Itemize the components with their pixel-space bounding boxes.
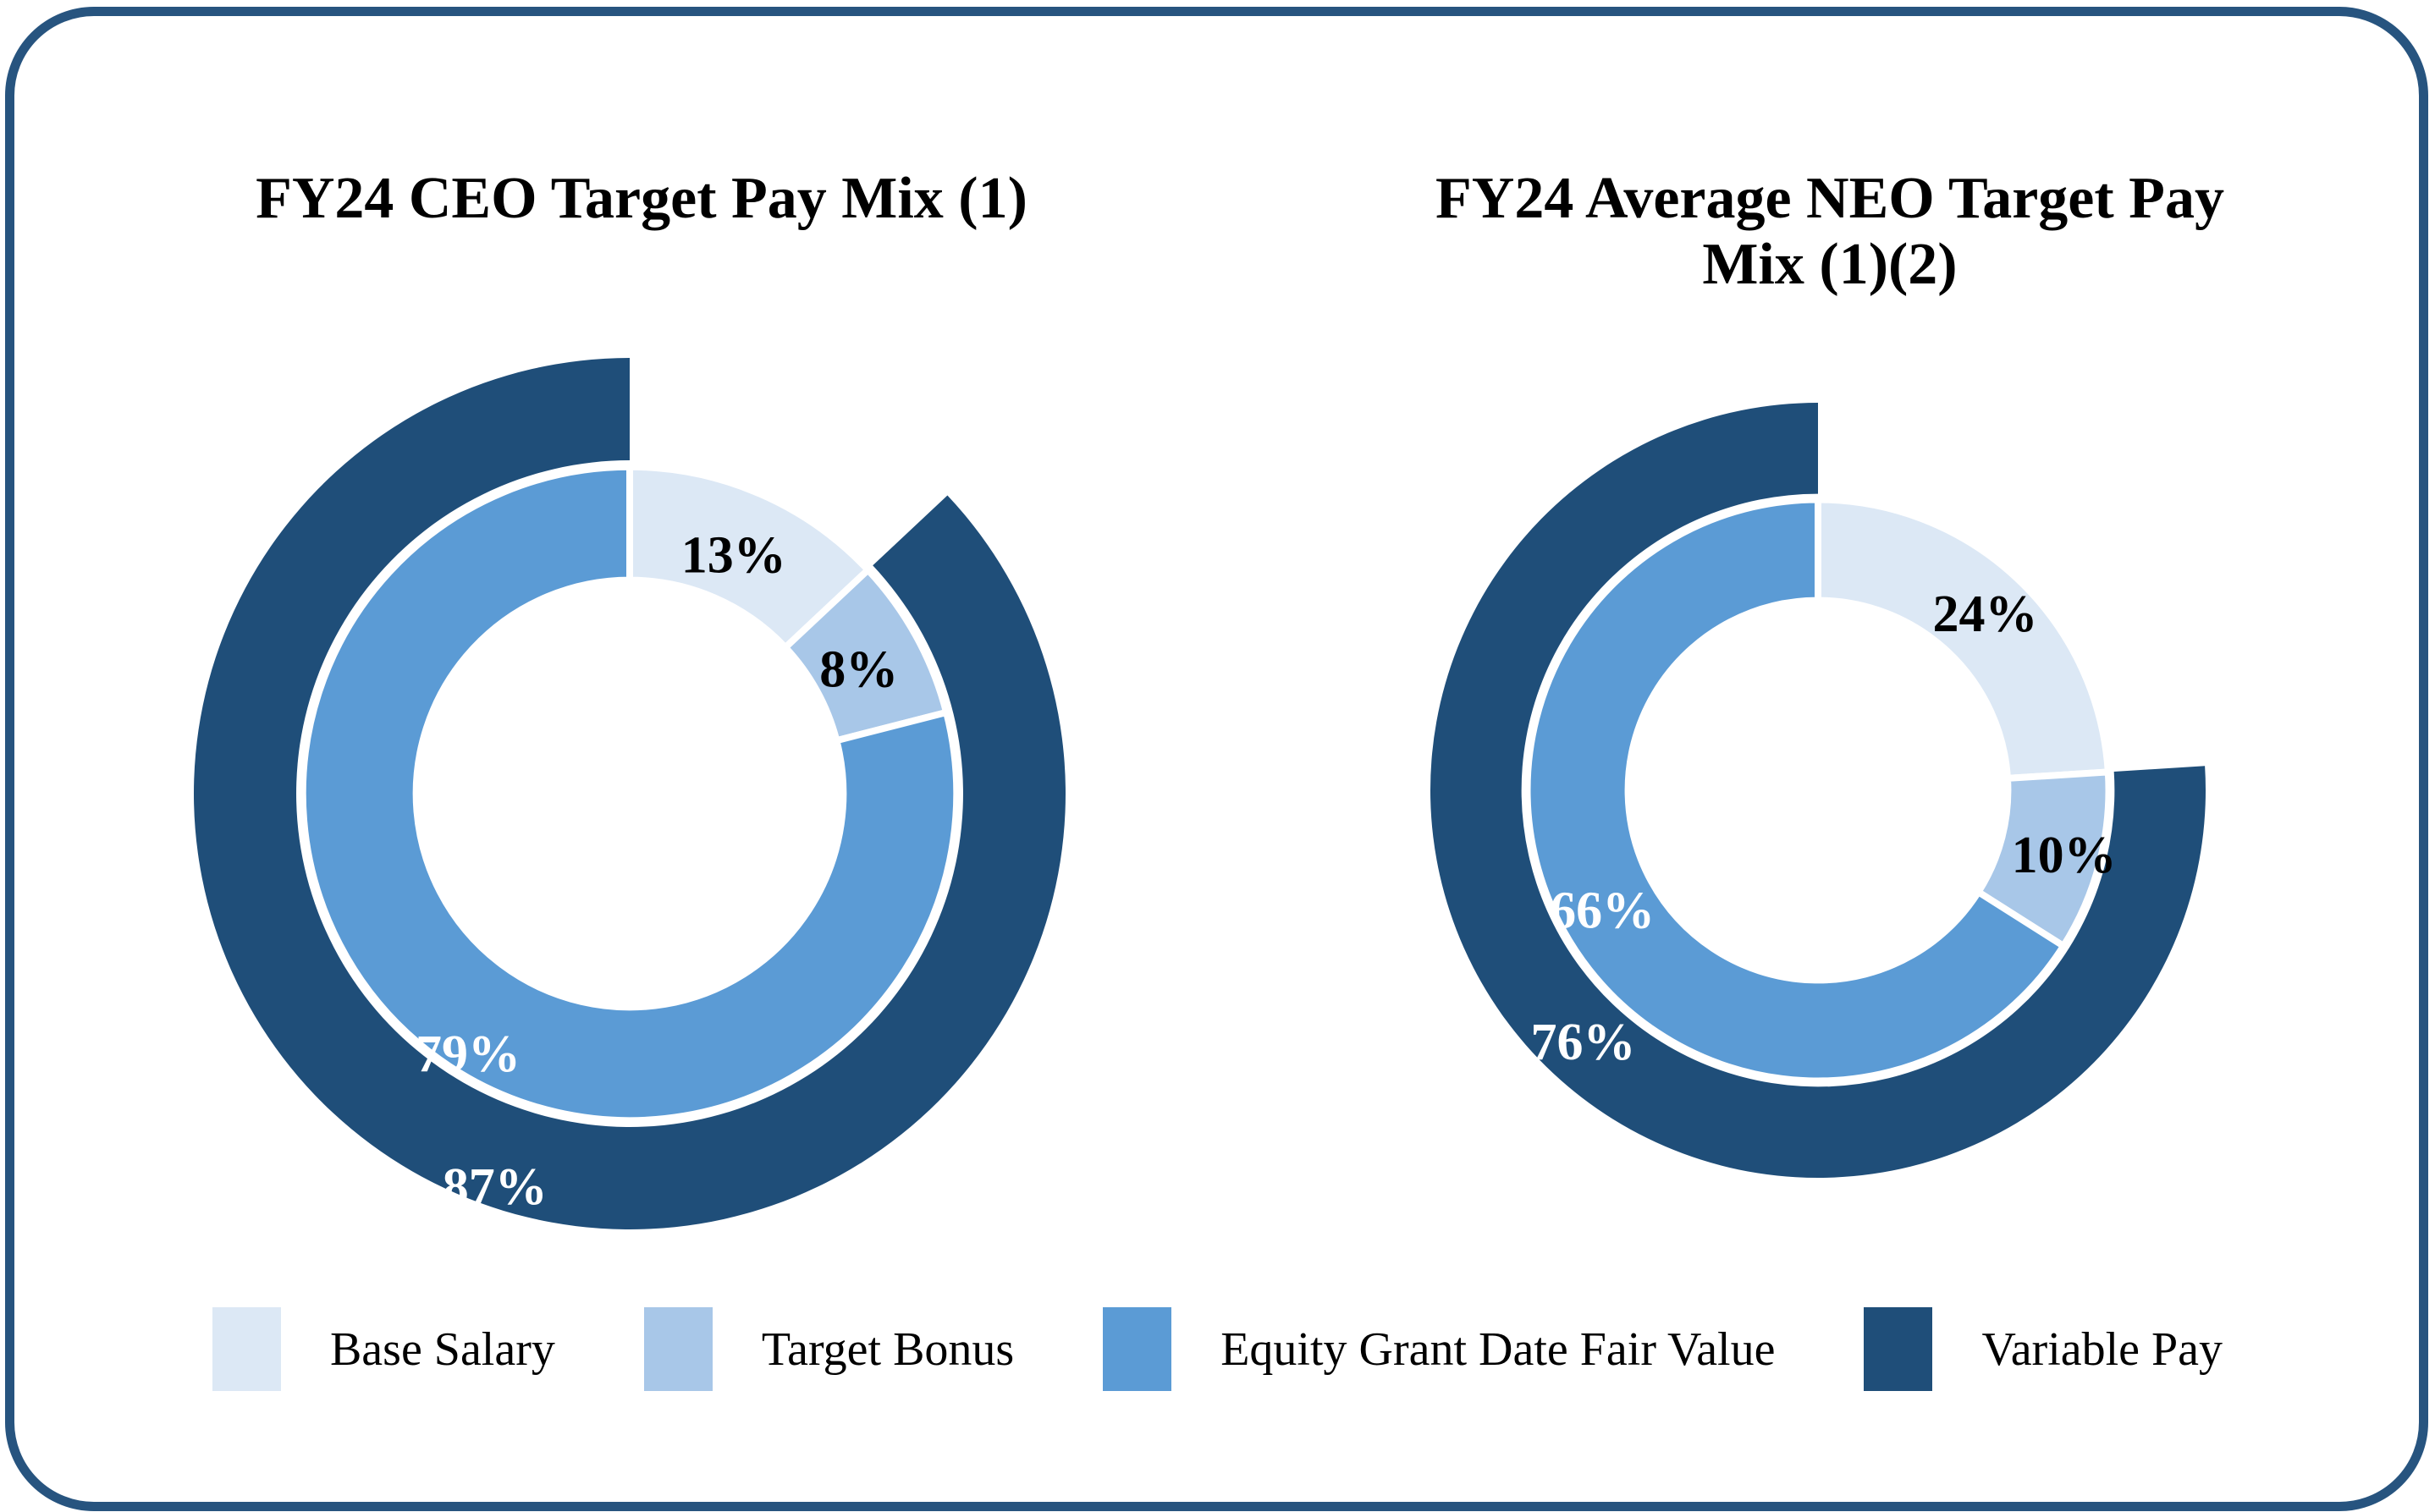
legend: Base Salary Target Bonus Equity Grant Date… [0, 1307, 2435, 1391]
donut-chart-ceo: 13% 8% 79% 87% [193, 358, 1066, 1229]
legend-swatch-target-bonus [643, 1307, 713, 1391]
legend-item-base-salary: Base Salary [212, 1307, 555, 1391]
legend-swatch-equity-grant-date-fair-value [1103, 1307, 1172, 1391]
chart-title-neo: FY24 Average NEO Target Pay Mix (1)(2) [1407, 166, 2253, 298]
segment-label: 79% [416, 1025, 521, 1083]
segment-equity-grant-date-fair-value [1523, 496, 2069, 1085]
legend-label-target-bonus: Target Bonus [761, 1322, 1015, 1376]
segment-label: 24% [1933, 586, 2038, 643]
chart-title-ceo: FY24 CEO Target Pay Mix (1) [256, 166, 1027, 231]
segment-base-salary [1815, 496, 2113, 783]
segment-label: 13% [681, 527, 786, 585]
legend-label-variable-pay: Variable Pay [1981, 1322, 2223, 1376]
chart-title-neo-line2: Mix (1)(2) [1702, 232, 1958, 297]
legend-label-base-salary: Base Salary [329, 1322, 555, 1376]
legend-item-variable-pay: Variable Pay [1864, 1307, 2223, 1391]
segment-label: 76% [1531, 1014, 1636, 1071]
segment-label: 8% [819, 641, 898, 698]
chart-title-neo-line1: FY24 Average NEO Target Pay [1435, 166, 2224, 231]
segment-equity-grant-date-fair-value [299, 463, 961, 1124]
donut-chart-neo: 24% 10% 66% 76% [1430, 403, 2206, 1178]
legend-item-equity-grant-date-fair-value: Equity Grant Date Fair Value [1103, 1307, 1775, 1391]
legend-label-equity-grant-date-fair-value: Equity Grant Date Fair Value [1220, 1322, 1776, 1376]
legend-swatch-base-salary [212, 1307, 281, 1391]
legend-swatch-variable-pay [1864, 1307, 1933, 1391]
segment-label: 87% [443, 1158, 548, 1216]
legend-item-target-bonus: Target Bonus [643, 1307, 1015, 1391]
segment-label: 10% [2012, 827, 2117, 884]
segment-label: 66% [1550, 882, 1655, 939]
